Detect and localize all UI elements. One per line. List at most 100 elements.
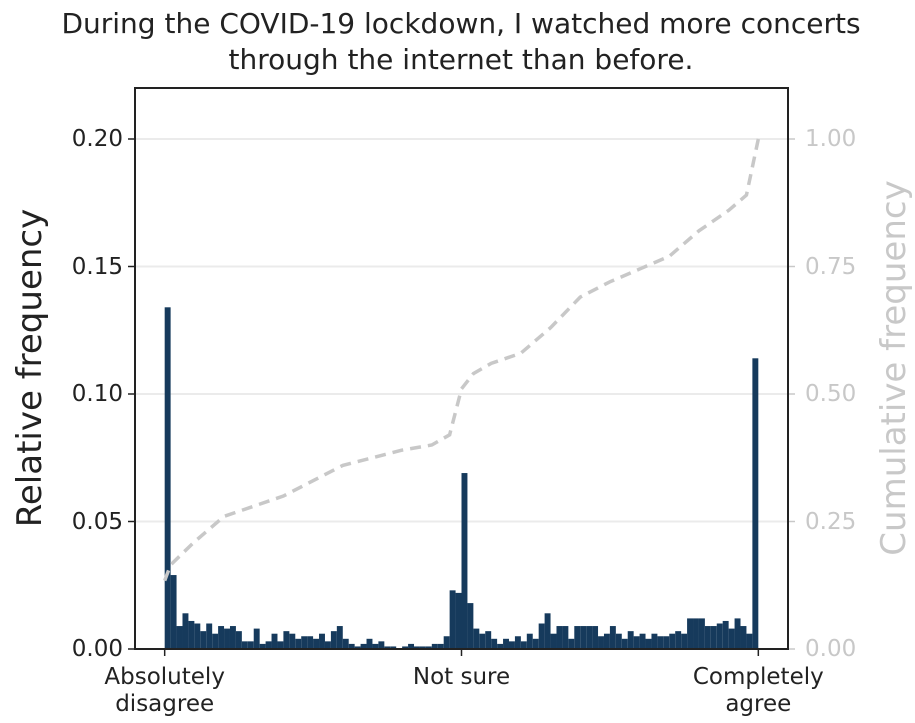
bar (200, 631, 207, 649)
y2-tick-label: 0.25 (805, 508, 857, 535)
bar (716, 623, 723, 649)
bar (301, 636, 308, 649)
bar (224, 628, 230, 649)
bar (378, 641, 385, 649)
bar (324, 641, 331, 649)
bar (544, 613, 551, 649)
y2-tick-label: 0.50 (805, 381, 857, 407)
bar (307, 636, 314, 649)
bar (283, 631, 290, 649)
bar (681, 633, 688, 649)
bar (188, 620, 195, 649)
bar (461, 473, 468, 649)
bar (609, 626, 616, 649)
bar (265, 641, 272, 649)
bar (319, 633, 325, 649)
bar (330, 631, 337, 649)
bar (698, 618, 705, 649)
y2-tick-label: 0.00 (805, 636, 857, 662)
bar (663, 636, 670, 649)
bar (503, 638, 509, 649)
bar (206, 623, 213, 649)
bar (615, 633, 622, 649)
x-tick-label: Not sure (412, 664, 511, 690)
bar (734, 618, 741, 649)
bar (592, 626, 599, 649)
bar (336, 626, 343, 649)
bar (728, 628, 735, 649)
y-tick-label: 0.00 (71, 636, 123, 662)
bar (669, 633, 676, 649)
bar (556, 626, 563, 649)
bar (402, 646, 409, 649)
bar (633, 636, 640, 649)
bar (170, 575, 177, 649)
bar (580, 626, 587, 649)
bar (621, 638, 628, 649)
bar (455, 592, 462, 649)
bar (342, 638, 349, 649)
x-tick-label: Absolutely disagree (104, 664, 225, 717)
bar (722, 620, 729, 649)
bar (657, 636, 664, 649)
bar (479, 633, 486, 649)
bar (218, 626, 225, 649)
bar (241, 641, 248, 649)
bar (414, 646, 420, 649)
y2-axis-label: Cumulative frequency (874, 180, 914, 556)
bar (526, 633, 533, 649)
y-tick-label: 0.20 (71, 126, 123, 152)
y2-tick-label: 1.00 (805, 126, 857, 152)
bar (704, 626, 711, 649)
x-tick-label: Completely agree (692, 664, 824, 717)
chart-title: During the COVID-19 lockdown, I watched … (61, 7, 861, 76)
bar (562, 626, 569, 649)
bar (473, 628, 480, 649)
bar (408, 643, 415, 649)
bar (443, 636, 450, 649)
bar (235, 631, 242, 649)
bar (437, 643, 444, 649)
bar (574, 626, 581, 649)
bar (639, 633, 646, 649)
bar (467, 603, 474, 649)
bar (372, 643, 379, 649)
bar (491, 638, 498, 649)
bar (384, 646, 391, 649)
bar (271, 633, 278, 649)
bar (538, 623, 545, 649)
bar (348, 643, 355, 649)
y2-tick-label: 0.75 (805, 253, 857, 280)
bar (627, 631, 634, 649)
bar (687, 618, 694, 649)
bar (449, 590, 456, 649)
bar (229, 626, 236, 649)
bar (586, 626, 593, 649)
y-tick-label: 0.15 (71, 253, 123, 280)
bar (176, 626, 183, 649)
bar (360, 643, 367, 649)
y-tick-label: 0.05 (71, 508, 123, 535)
bar (354, 646, 361, 649)
bar (645, 638, 652, 649)
bar (746, 633, 753, 649)
y-tick-label: 0.10 (71, 381, 123, 407)
bar (603, 633, 610, 649)
bar (419, 646, 426, 649)
bar (194, 623, 201, 649)
bar (508, 641, 515, 649)
bar (289, 633, 296, 649)
bar (366, 638, 373, 649)
bar (568, 638, 575, 649)
bar (277, 641, 284, 649)
bar (390, 646, 397, 649)
bar (693, 618, 699, 649)
bar (431, 643, 438, 649)
bar (485, 631, 492, 649)
bar (710, 626, 717, 649)
bar (651, 633, 658, 649)
plot-frame (134, 87, 789, 650)
bar (514, 636, 521, 649)
bar (497, 643, 504, 649)
